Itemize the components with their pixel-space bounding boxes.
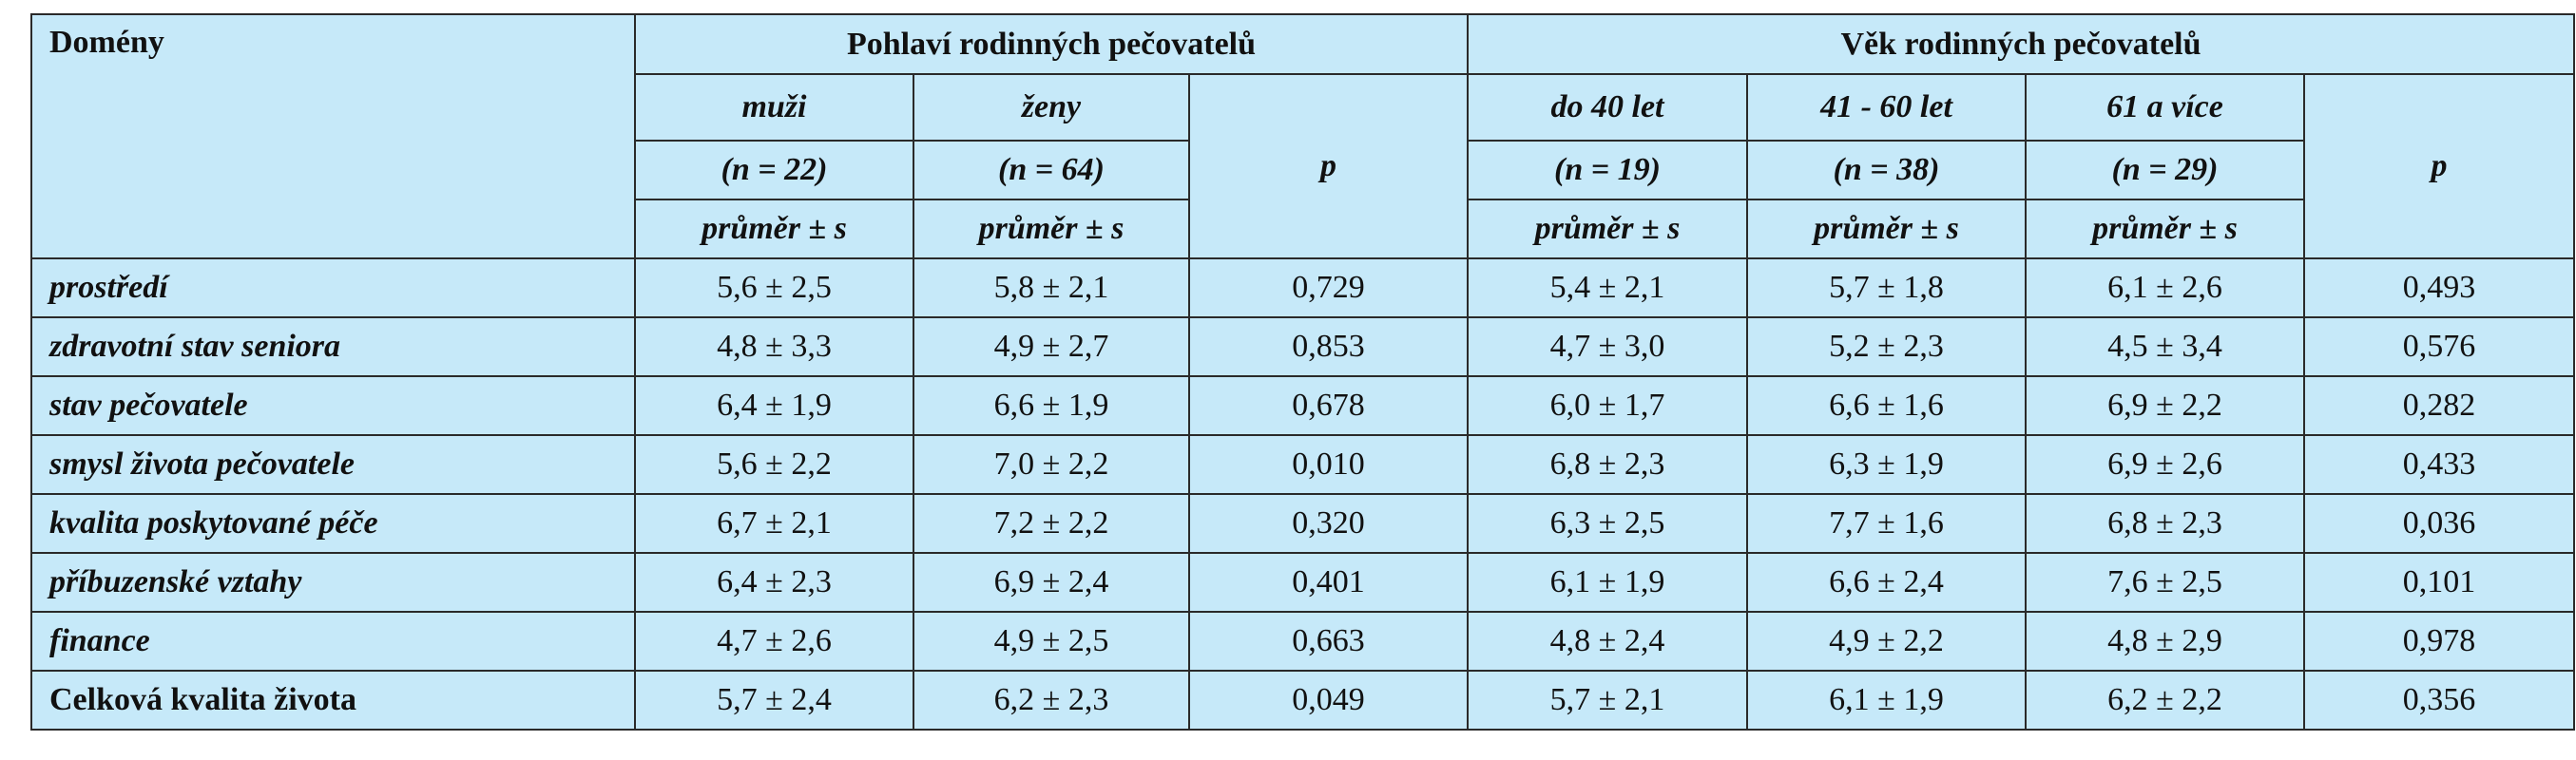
table-cell: 5,7 ± 1,8 — [1746, 257, 2027, 318]
table-cell: 0,678 — [1188, 375, 1469, 436]
table-cell: 4,9 ± 2,2 — [1746, 611, 2027, 672]
col-stat-men: průměr ± s — [634, 199, 914, 259]
table-cell: 0,101 — [2302, 552, 2576, 613]
row-domain-label: zdravotní stav seniora — [30, 316, 636, 377]
table-cell: 0,978 — [2302, 611, 2576, 672]
header-row-labels: muži ženy p do 40 let 41 - 60 let 61 a v… — [31, 73, 2576, 259]
table-row: Celková kvalita života 5,7 ± 2,4 6,2 ± 2,3… — [30, 670, 2576, 731]
corner-header: Domény — [30, 13, 636, 259]
col-count-women: (n = 64) — [913, 140, 1190, 200]
row-domain-label: Celková kvalita života — [30, 670, 636, 731]
table-body: prostředí 5,6 ± 2,5 5,8 ± 2,1 0,729 5,4 ± 2,… — [30, 257, 2576, 731]
table-cell: 0,576 — [2302, 316, 2576, 377]
table-cell: 6,3 ± 1,9 — [1746, 434, 2027, 495]
table-cell: 5,7 ± 2,1 — [1467, 670, 1748, 731]
group-header-age: Věk rodinných pečovatelů — [1466, 13, 2576, 75]
header-row-stats: průměr ± s průměr ± s průměr ± s průměr … — [31, 199, 2574, 259]
table-cell: 4,5 ± 3,4 — [2025, 316, 2305, 377]
results-table: Domény Pohlaví rodinných pečovatelů Věk … — [30, 13, 2576, 731]
table-cell: 4,8 ± 2,4 — [1467, 611, 1748, 672]
table-row: stav pečovatele 6,4 ± 1,9 6,6 ± 1,9 0,678 6,… — [30, 375, 2576, 436]
col-header-p-age: p — [2302, 73, 2576, 259]
table-row: kvalita poskytované péče 6,7 ± 2,1 7,2 ± 2… — [30, 493, 2576, 554]
col-header-p-gender: p — [1188, 73, 1469, 259]
col-count-men: (n = 22) — [634, 140, 914, 200]
table-cell: 0,433 — [2302, 434, 2576, 495]
header-row-groups: Domény Pohlaví rodinných pečovatelů Věk … — [30, 13, 2576, 259]
table-cell: 6,9 ± 2,2 — [2025, 375, 2305, 436]
table-cell: 6,1 ± 1,9 — [1467, 552, 1748, 613]
table-cell: 0,853 — [1188, 316, 1469, 377]
col-stat-under-40: průměr ± s — [1467, 199, 1748, 259]
row-domain-label: smysl života pečovatele — [30, 434, 636, 495]
table-cell: 6,0 ± 1,7 — [1467, 375, 1748, 436]
row-domain-label: prostředí — [30, 257, 636, 318]
table-cell: 5,6 ± 2,2 — [634, 434, 914, 495]
row-domain-label: příbuzenské vztahy — [30, 552, 636, 613]
table-cell: 6,1 ± 2,6 — [2025, 257, 2305, 318]
table-cell: 0,049 — [1188, 670, 1469, 731]
col-header-61-plus: 61 a více — [2025, 73, 2305, 142]
table-row: finance 4,7 ± 2,6 4,9 ± 2,5 0,663 4,8 ± 2,4 4… — [30, 611, 2576, 672]
col-count-61-plus: (n = 29) — [2025, 140, 2305, 200]
table-cell: 7,2 ± 2,2 — [913, 493, 1190, 554]
col-header-men: muži — [634, 73, 914, 142]
table-cell: 6,1 ± 1,9 — [1746, 670, 2027, 731]
table-cell: 0,663 — [1188, 611, 1469, 672]
table-cell: 6,2 ± 2,2 — [2025, 670, 2305, 731]
col-stat-41-60: průměr ± s — [1746, 199, 2027, 259]
table-cell: 0,356 — [2302, 670, 2576, 731]
table-cell: 6,6 ± 1,6 — [1746, 375, 2027, 436]
row-domain-label: stav pečovatele — [30, 375, 636, 436]
table-cell: 6,4 ± 2,3 — [634, 552, 914, 613]
table-row: zdravotní stav seniora 4,8 ± 3,3 4,9 ± 2,7… — [30, 316, 2576, 377]
table-cell: 0,010 — [1188, 434, 1469, 495]
col-header-41-60: 41 - 60 let — [1746, 73, 2027, 142]
table-cell: 0,401 — [1188, 552, 1469, 613]
table-cell: 4,7 ± 3,0 — [1467, 316, 1748, 377]
table-cell: 6,8 ± 2,3 — [2025, 493, 2305, 554]
table-cell: 6,9 ± 2,4 — [913, 552, 1190, 613]
table-cell: 5,2 ± 2,3 — [1746, 316, 2027, 377]
table-cell: 5,4 ± 2,1 — [1467, 257, 1748, 318]
table-cell: 0,729 — [1188, 257, 1469, 318]
table-cell: 4,8 ± 2,9 — [2025, 611, 2305, 672]
table-cell: 0,493 — [2302, 257, 2576, 318]
col-count-41-60: (n = 38) — [1746, 140, 2027, 200]
col-stat-61-plus: průměr ± s — [2025, 199, 2305, 259]
table-cell: 4,9 ± 2,5 — [913, 611, 1190, 672]
table-cell: 4,9 ± 2,7 — [913, 316, 1190, 377]
table-cell: 5,6 ± 2,5 — [634, 257, 914, 318]
table-cell: 7,7 ± 1,6 — [1746, 493, 2027, 554]
row-domain-label: finance — [30, 611, 636, 672]
table-cell: 4,8 ± 3,3 — [634, 316, 914, 377]
table-row: příbuzenské vztahy 6,4 ± 2,3 6,9 ± 2,4 0,40… — [30, 552, 2576, 613]
table-cell: 5,7 ± 2,4 — [634, 670, 914, 731]
table-cell: 0,036 — [2302, 493, 2576, 554]
table-cell: 0,320 — [1188, 493, 1469, 554]
col-stat-women: průměr ± s — [913, 199, 1190, 259]
table-cell: 0,282 — [2302, 375, 2576, 436]
table-cell: 6,7 ± 2,1 — [634, 493, 914, 554]
col-header-women: ženy — [913, 73, 1190, 142]
table-cell: 6,9 ± 2,6 — [2025, 434, 2305, 495]
table-cell: 6,3 ± 2,5 — [1467, 493, 1748, 554]
table-cell: 5,8 ± 2,1 — [913, 257, 1190, 318]
col-count-under-40: (n = 19) — [1467, 140, 1748, 200]
table-cell: 6,2 ± 2,3 — [913, 670, 1190, 731]
group-header-gender: Pohlaví rodinných pečovatelů — [634, 13, 1469, 75]
table-row: prostředí 5,6 ± 2,5 5,8 ± 2,1 0,729 5,4 ± 2,… — [30, 257, 2576, 318]
table-cell: 7,0 ± 2,2 — [913, 434, 1190, 495]
col-header-under-40: do 40 let — [1467, 73, 1748, 142]
table-cell: 6,4 ± 1,9 — [634, 375, 914, 436]
header-row-counts: (n = 22) (n = 64) (n = 19) (n = 38) (n =… — [31, 140, 2574, 200]
table-cell: 6,8 ± 2,3 — [1467, 434, 1748, 495]
table-container: Domény Pohlaví rodinných pečovatelů Věk … — [30, 13, 2576, 731]
row-domain-label: kvalita poskytované péče — [30, 493, 636, 554]
table-row: smysl života pečovatele 5,6 ± 2,2 7,0 ± 2,… — [30, 434, 2576, 495]
table-cell: 4,7 ± 2,6 — [634, 611, 914, 672]
table-cell: 6,6 ± 1,9 — [913, 375, 1190, 436]
table-cell: 6,6 ± 2,4 — [1746, 552, 2027, 613]
table-cell: 7,6 ± 2,5 — [2025, 552, 2305, 613]
